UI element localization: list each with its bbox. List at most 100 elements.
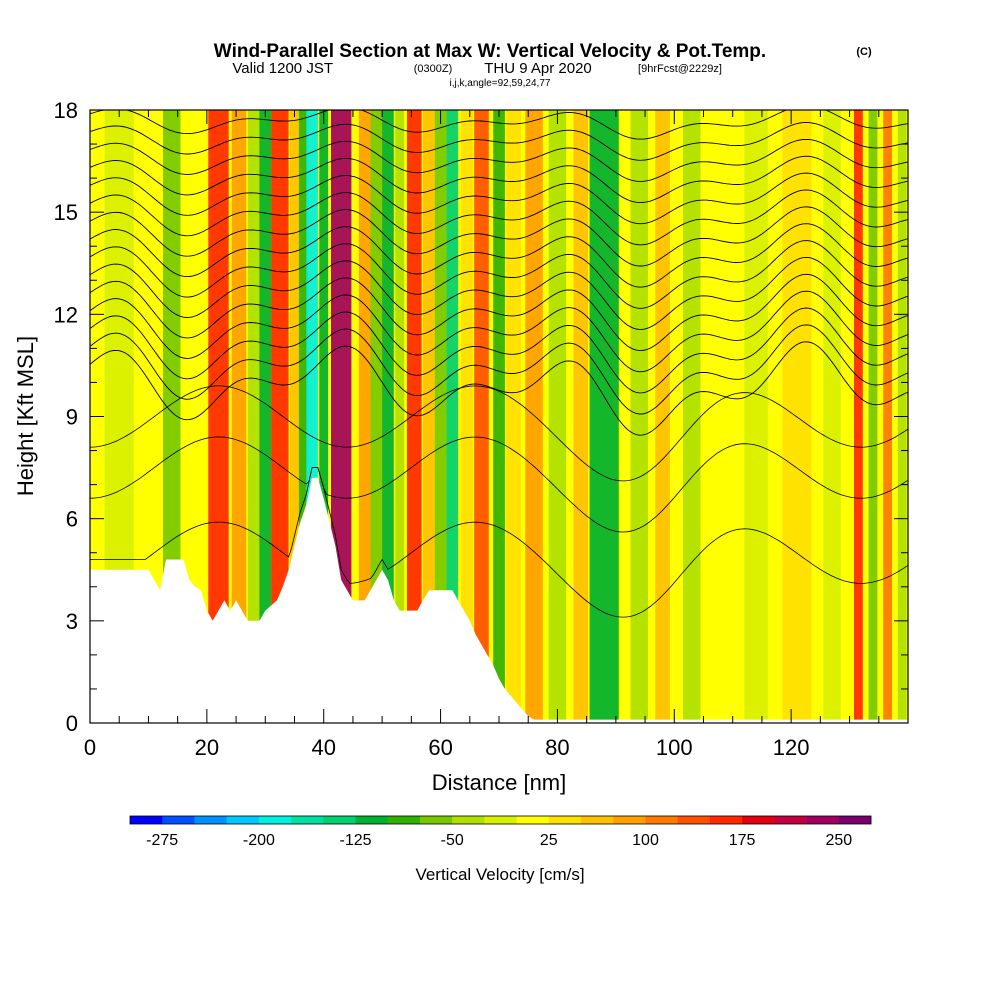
colorbar-tick-label: -275 [146,832,178,849]
velocity-band [434,110,447,723]
velocity-band [290,110,299,723]
colorbar-segment [548,816,582,824]
subtitle-utc: (0300Z) [414,63,453,75]
isentrope-line [90,223,908,288]
velocity-band [823,110,841,723]
velocity-band [630,110,648,723]
params-line: i,j,k,angle=92,59,24,77 [450,78,551,89]
x-tick-label: 40 [311,735,335,760]
velocity-band [744,110,768,723]
x-axis-label: Distance [nm] [432,770,567,795]
isentrope-line [90,138,908,182]
velocity-band [382,110,394,723]
terrain-mask [90,477,908,723]
velocity-band [259,110,272,723]
colorbar: -275 -200 -125 -50 25 100 175 250 [129,815,872,849]
isentrope-line [90,385,908,482]
colorbar-segment [323,816,356,824]
velocity-band [446,110,459,723]
isentrope-line [90,436,908,533]
velocity-band [868,110,878,723]
isentrope-line [90,240,908,309]
colorbar-segment [484,816,517,824]
velocity-band [525,110,543,723]
velocity-band [319,110,329,723]
y-tick-label: 12 [54,302,78,327]
colorbar-segment [581,816,614,824]
plot-area [90,110,908,723]
colorbar-segment [645,816,678,824]
isentrope-line [90,324,908,415]
velocity-band [782,110,812,723]
velocity-band [247,110,260,723]
x-tick-label: 60 [428,735,452,760]
velocity-band [461,110,473,723]
x-tick-label: 120 [773,735,810,760]
colorbar-segment [291,816,324,824]
colorbar-tick-label: 25 [540,832,558,849]
isentrope-line [90,189,908,246]
colorbar-frame [129,815,872,825]
isentrope-line [90,273,908,352]
velocity-band [573,110,589,723]
colorbar-segment [806,816,840,824]
colorbar-segment [774,816,807,824]
colorbar-segment [742,816,775,824]
velocity-band [358,110,371,723]
colorbar-tick-label: 175 [729,832,756,849]
colorbar-segment [258,816,292,824]
colorbar-segment [419,816,453,824]
velocity-band [506,110,521,723]
colorbar-segment [194,816,227,824]
velocity-band [709,110,733,723]
velocity-field [104,110,907,723]
x-tick-label: 80 [545,735,569,760]
y-tick-label: 3 [66,609,78,634]
x-axis-ticks: 0 20 40 60 80 100 120 [84,110,909,760]
colorbar-tick-label: 100 [632,832,659,849]
chart-title: Wind-Parallel Section at Max W: Vertical… [214,41,766,62]
isentrope-line [90,172,908,225]
velocity-band [395,110,405,723]
colorbar-segment [226,816,260,824]
isentrope-line [90,155,908,204]
colorbar-segment [162,816,195,824]
velocity-band [854,110,863,723]
velocity-band [883,110,892,723]
x-tick-label: 100 [656,735,693,760]
isentrope-line [90,307,908,394]
velocity-band [195,110,207,723]
velocity-band [208,110,229,723]
colorbar-segment [516,816,550,824]
colorbar-tick-label: -50 [441,832,464,849]
isentrope-line [90,467,908,618]
isentrope-contours [90,110,908,618]
colorbar-segment [677,816,711,824]
isentrope-line [90,290,908,373]
velocity-band [231,110,247,723]
y-tick-label: 18 [54,98,78,123]
velocity-band [474,110,489,723]
isentrope-line [90,122,908,161]
colorbar-segment [355,816,389,824]
subtitle-date: THU 9 Apr 2020 [484,60,592,77]
velocity-band [655,110,670,723]
isentrope-line [90,256,908,330]
y-axis-ticks: 0 3 6 9 12 15 18 [54,98,908,736]
colorbar-segment [838,816,872,824]
colorbar-segment [387,816,421,824]
colorbar-segment [613,816,646,824]
velocity-band [683,110,701,723]
title-mark: (C) [856,46,872,58]
subtitle-forecast: [9hrFcst@2229z] [638,63,722,75]
isentrope-line [90,110,908,140]
colorbar-label: Vertical Velocity [cm/s] [415,865,584,884]
colorbar-tick-label: -200 [243,832,275,849]
velocity-band [407,110,422,723]
velocity-band [370,110,383,723]
y-tick-label: 15 [54,200,78,225]
subtitle-valid: Valid 1200 JST [232,60,333,77]
x-tick-label: 20 [195,735,219,760]
x-tick-label: 0 [84,735,96,760]
y-tick-label: 0 [66,711,78,736]
